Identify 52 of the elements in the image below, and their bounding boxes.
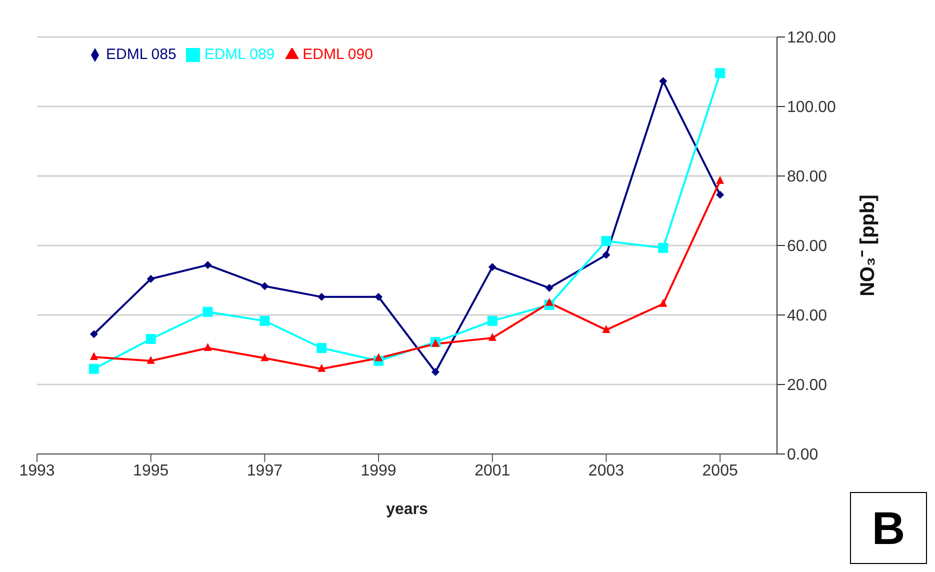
point — [146, 274, 155, 283]
point — [318, 364, 326, 372]
point — [260, 316, 270, 326]
legend-label: EDML 085 — [106, 46, 176, 63]
y-tick-label: 20.00 — [787, 377, 828, 394]
x-tick-label: 2001 — [474, 462, 510, 480]
y-axis-title: NO₃⁻ [ppb] — [857, 194, 880, 296]
point — [602, 250, 610, 259]
point — [90, 330, 98, 338]
point — [374, 292, 383, 301]
point — [260, 353, 269, 362]
point — [316, 343, 327, 354]
point — [545, 284, 554, 292]
y-tick-label: 80.00 — [787, 168, 828, 186]
point — [431, 368, 440, 376]
point — [658, 242, 668, 253]
point — [487, 316, 498, 326]
point — [659, 77, 668, 86]
point — [602, 324, 610, 333]
y-tick-label: 120.00 — [787, 30, 836, 47]
x-tick-label: 1997 — [246, 462, 283, 480]
y-tick-label: 0.00 — [787, 446, 818, 464]
legend-label: EDML 089 — [204, 46, 275, 63]
x-tick-label: 2005 — [702, 462, 738, 480]
x-axis-title: years — [386, 501, 428, 518]
point — [716, 176, 724, 184]
x-tick-label: 2003 — [588, 462, 624, 480]
y-tick-label: 40.00 — [787, 308, 828, 325]
point — [374, 353, 383, 362]
point — [601, 236, 612, 246]
point — [545, 298, 554, 306]
text: B — [850, 492, 927, 564]
point — [659, 298, 668, 307]
point — [202, 306, 213, 317]
x-tick-label: 1995 — [133, 462, 169, 480]
point — [90, 352, 98, 360]
point — [488, 263, 496, 272]
y-tick-label: 60.00 — [787, 238, 828, 256]
point — [488, 332, 496, 341]
point — [146, 334, 156, 344]
legend-label: EDML 090 — [302, 46, 373, 63]
point — [88, 364, 99, 374]
x-tick-label: 1999 — [360, 462, 396, 480]
point — [260, 282, 269, 290]
point — [204, 343, 212, 352]
x-tick-label: 1993 — [19, 462, 55, 480]
y-tick-label: 100.00 — [787, 99, 836, 116]
point — [715, 68, 726, 78]
point — [146, 356, 155, 364]
point — [204, 260, 212, 269]
point — [716, 190, 724, 199]
point — [318, 292, 326, 301]
